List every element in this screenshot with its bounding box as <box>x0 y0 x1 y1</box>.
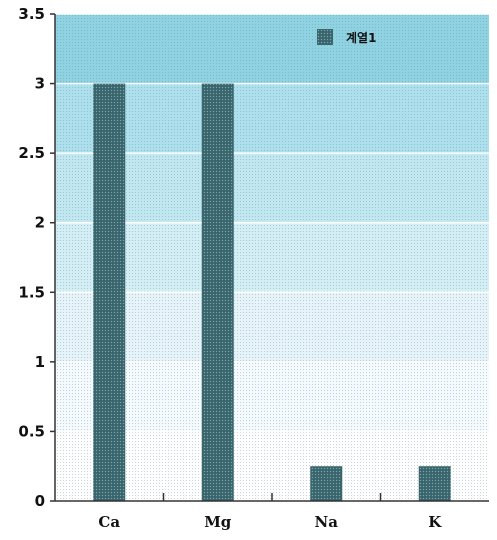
plot-texture <box>55 14 489 501</box>
legend-swatch <box>317 29 333 45</box>
legend: 계열1 <box>317 29 376 45</box>
bar-k <box>418 466 451 501</box>
legend-label: 계열1 <box>346 30 376 45</box>
y-axis-ticks: 0 0.5 1 1.5 2 2.5 3 3.5 <box>18 5 55 510</box>
x-category-label: Na <box>315 513 339 531</box>
bar-na <box>310 466 343 501</box>
plot-background <box>55 14 489 501</box>
gridlines <box>55 13 489 433</box>
bar-ca <box>93 83 126 502</box>
x-category-label: Ca <box>98 513 120 531</box>
y-tick-label: 0 <box>35 492 45 510</box>
y-tick-label: 1 <box>35 353 45 371</box>
x-axis-ticks: Ca Mg Na K <box>98 493 442 531</box>
y-tick-label: 3.5 <box>18 5 45 23</box>
x-category-label: K <box>428 513 442 531</box>
y-tick-label: 3 <box>35 75 45 93</box>
y-tick-label: 0.5 <box>18 422 45 440</box>
x-category-label: Mg <box>204 513 232 531</box>
y-tick-label: 1.5 <box>18 283 45 301</box>
bars <box>93 83 451 502</box>
bar-mg <box>201 83 234 502</box>
y-tick-label: 2 <box>35 214 45 232</box>
y-tick-label: 2.5 <box>18 144 45 162</box>
